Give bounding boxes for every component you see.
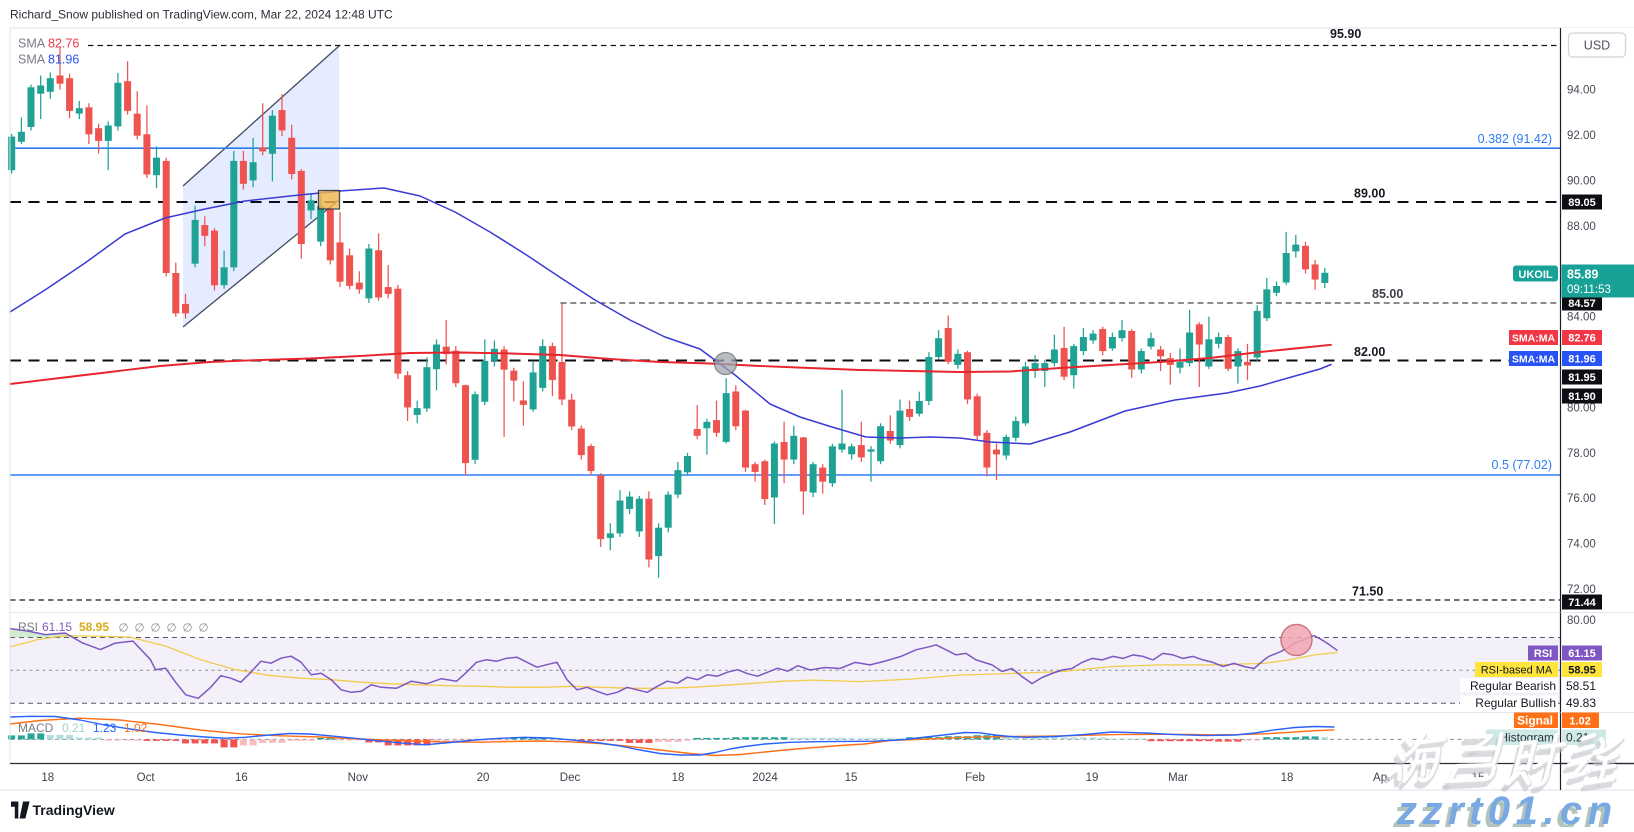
svg-text:58.95: 58.95 <box>79 620 109 634</box>
svg-text:Oct: Oct <box>137 772 156 784</box>
svg-text:18: 18 <box>672 772 685 784</box>
svg-text:zzrt01.cn: zzrt01.cn <box>1396 789 1618 827</box>
svg-text:∅: ∅ <box>183 623 193 635</box>
svg-text:Nov: Nov <box>348 772 369 784</box>
svg-text:Richard_Snow published on Trad: Richard_Snow published on TradingView.co… <box>10 8 393 22</box>
svg-text:RSI-based MA: RSI-based MA <box>1481 664 1553 676</box>
svg-text:74.00: 74.00 <box>1567 539 1596 551</box>
svg-text:88.00: 88.00 <box>1567 221 1596 233</box>
svg-text:Dec: Dec <box>560 772 581 784</box>
svg-text:58.95: 58.95 <box>1568 664 1596 676</box>
svg-text:18: 18 <box>41 772 54 784</box>
svg-text:09:11:53: 09:11:53 <box>1567 284 1611 296</box>
svg-text:19: 19 <box>1086 772 1099 784</box>
svg-text:SMA: SMA <box>18 53 46 67</box>
svg-text:15: 15 <box>845 772 858 784</box>
svg-text:RSI: RSI <box>18 620 38 634</box>
svg-text:76.00: 76.00 <box>1567 493 1596 505</box>
svg-text:0.21: 0.21 <box>62 721 86 735</box>
svg-text:95.90: 95.90 <box>1330 27 1361 41</box>
svg-text:81.96: 81.96 <box>48 53 79 67</box>
svg-text:80.00: 80.00 <box>1567 402 1596 414</box>
svg-text:80.00: 80.00 <box>1567 615 1596 627</box>
svg-text:49.83: 49.83 <box>1566 696 1596 710</box>
svg-text:∅: ∅ <box>135 623 145 635</box>
svg-text:UKOIL: UKOIL <box>1518 269 1553 281</box>
svg-text:94.00: 94.00 <box>1567 85 1596 97</box>
svg-text:20: 20 <box>477 772 490 784</box>
svg-text:0.5 (77.02): 0.5 (77.02) <box>1492 458 1552 472</box>
svg-text:SMA:MA: SMA:MA <box>1512 353 1556 365</box>
svg-text:90.00: 90.00 <box>1567 175 1596 187</box>
svg-text:∅: ∅ <box>199 623 209 635</box>
svg-text:85.00: 85.00 <box>1372 287 1403 301</box>
svg-text:81.96: 81.96 <box>1568 353 1596 365</box>
svg-text:18: 18 <box>1281 772 1294 784</box>
svg-text:82.00: 82.00 <box>1354 345 1385 359</box>
svg-text:82.76: 82.76 <box>1568 332 1596 344</box>
svg-text:81.95: 81.95 <box>1568 372 1596 384</box>
svg-text:81.90: 81.90 <box>1568 391 1596 403</box>
svg-text:RSI: RSI <box>1534 648 1552 660</box>
svg-text:0.382 (91.42): 0.382 (91.42) <box>1478 132 1552 146</box>
svg-text:SMA:MA: SMA:MA <box>1512 332 1556 344</box>
svg-text:Feb: Feb <box>965 772 985 784</box>
svg-text:78.00: 78.00 <box>1567 448 1596 460</box>
svg-text:Signal: Signal <box>1517 713 1553 727</box>
svg-text:TradingView: TradingView <box>33 802 115 818</box>
svg-text:∅: ∅ <box>167 623 177 635</box>
svg-text:2024: 2024 <box>752 772 778 784</box>
svg-text:61.15: 61.15 <box>42 620 72 634</box>
svg-text:61.15: 61.15 <box>1568 648 1596 660</box>
svg-text:72.00: 72.00 <box>1567 584 1596 596</box>
svg-text:58.51: 58.51 <box>1566 679 1596 693</box>
svg-text:Regular Bearish: Regular Bearish <box>1470 679 1556 693</box>
svg-text:MACD: MACD <box>18 721 54 735</box>
svg-text:Regular Bullish: Regular Bullish <box>1475 696 1556 710</box>
svg-text:71.44: 71.44 <box>1568 597 1596 609</box>
svg-text:89.00: 89.00 <box>1354 187 1385 201</box>
svg-text:85.89: 85.89 <box>1567 268 1598 282</box>
svg-text:Mar: Mar <box>1168 772 1188 784</box>
svg-text:∅: ∅ <box>119 623 129 635</box>
svg-text:92.00: 92.00 <box>1567 130 1596 142</box>
svg-text:USD: USD <box>1584 39 1610 53</box>
svg-text:71.50: 71.50 <box>1352 585 1383 599</box>
svg-text:82.76: 82.76 <box>48 37 79 51</box>
svg-text:1.02: 1.02 <box>124 721 148 735</box>
svg-text:∅: ∅ <box>151 623 161 635</box>
svg-text:84.57: 84.57 <box>1568 298 1596 310</box>
svg-text:SMA: SMA <box>18 37 46 51</box>
svg-text:16: 16 <box>235 772 248 784</box>
svg-text:1.02: 1.02 <box>1569 715 1590 727</box>
svg-text:84.00: 84.00 <box>1567 312 1596 324</box>
svg-text:89.05: 89.05 <box>1568 197 1596 209</box>
svg-text:1.23: 1.23 <box>93 721 117 735</box>
